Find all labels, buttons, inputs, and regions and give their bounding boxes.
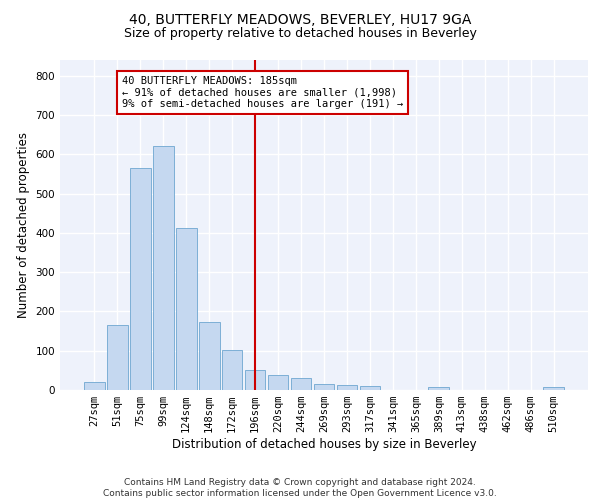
Bar — [337, 386, 358, 390]
X-axis label: Distribution of detached houses by size in Beverley: Distribution of detached houses by size … — [172, 438, 476, 451]
Bar — [199, 322, 220, 390]
Bar — [222, 350, 242, 390]
Bar — [290, 378, 311, 390]
Text: 40, BUTTERFLY MEADOWS, BEVERLEY, HU17 9GA: 40, BUTTERFLY MEADOWS, BEVERLEY, HU17 9G… — [129, 12, 471, 26]
Bar — [268, 375, 289, 390]
Bar — [428, 387, 449, 390]
Bar — [107, 325, 128, 390]
Bar — [544, 387, 564, 390]
Bar — [359, 386, 380, 390]
Text: 40 BUTTERFLY MEADOWS: 185sqm
← 91% of detached houses are smaller (1,998)
9% of : 40 BUTTERFLY MEADOWS: 185sqm ← 91% of de… — [122, 76, 403, 109]
Bar — [84, 382, 104, 390]
Bar — [245, 370, 265, 390]
Bar — [176, 228, 197, 390]
Y-axis label: Number of detached properties: Number of detached properties — [17, 132, 30, 318]
Text: Contains HM Land Registry data © Crown copyright and database right 2024.
Contai: Contains HM Land Registry data © Crown c… — [103, 478, 497, 498]
Bar — [153, 146, 173, 390]
Bar — [314, 384, 334, 390]
Bar — [130, 168, 151, 390]
Text: Size of property relative to detached houses in Beverley: Size of property relative to detached ho… — [124, 28, 476, 40]
